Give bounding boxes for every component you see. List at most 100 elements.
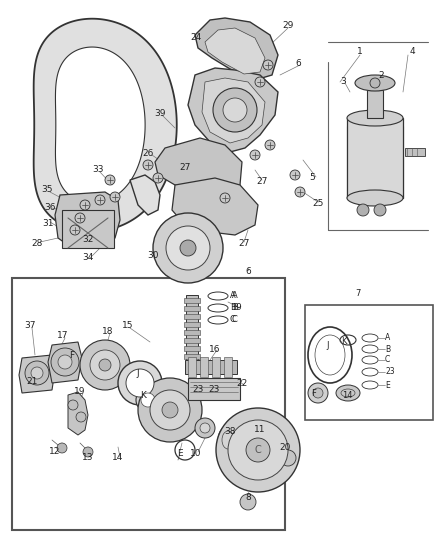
Text: 27: 27 [179,163,191,172]
Circle shape [57,443,67,453]
Bar [62,210,114,248]
Circle shape [141,393,155,407]
Ellipse shape [218,426,238,454]
Circle shape [31,367,43,379]
Text: 16: 16 [209,345,221,354]
Text: 33: 33 [92,166,104,174]
Circle shape [370,78,380,88]
Circle shape [118,361,162,405]
Text: 10: 10 [190,448,202,457]
Ellipse shape [347,110,403,126]
Text: 18: 18 [102,327,114,335]
Text: A: A [230,292,236,301]
Circle shape [250,150,260,160]
Circle shape [95,195,105,205]
Bar [200,357,208,377]
Text: 7: 7 [355,288,360,297]
Circle shape [263,60,273,70]
Circle shape [240,494,256,510]
Circle shape [105,175,115,185]
Bar [185,360,237,374]
Circle shape [265,140,275,150]
Polygon shape [188,68,278,152]
Text: 14: 14 [342,391,352,400]
Text: 6: 6 [295,59,301,68]
Bar [184,338,200,343]
Text: 26: 26 [142,149,154,157]
Bar [184,346,200,351]
Circle shape [162,402,178,418]
Text: 24: 24 [191,33,201,42]
Circle shape [213,88,257,132]
Bar [367,90,383,118]
Text: A: A [385,334,390,343]
Bar [347,118,403,198]
Circle shape [136,388,160,412]
Circle shape [195,418,215,438]
Bar [184,306,200,311]
Circle shape [200,423,210,433]
Circle shape [68,400,78,410]
Text: 14: 14 [112,454,124,463]
Circle shape [223,98,247,122]
Circle shape [150,390,190,430]
Polygon shape [205,28,265,74]
Text: 9: 9 [235,303,241,311]
Circle shape [70,225,80,235]
Polygon shape [48,342,82,383]
Text: A: A [232,292,238,301]
Circle shape [138,378,202,442]
Text: 37: 37 [24,321,36,330]
Polygon shape [55,192,120,248]
Circle shape [374,204,386,216]
Bar [184,298,200,303]
Text: 4: 4 [409,47,415,56]
Text: 21: 21 [26,377,38,386]
Circle shape [255,77,265,87]
Polygon shape [155,138,242,195]
Circle shape [308,383,328,403]
Text: K: K [140,391,146,400]
Polygon shape [202,78,265,143]
Circle shape [25,361,49,385]
Polygon shape [195,18,278,80]
Circle shape [153,173,163,183]
Text: 15: 15 [122,321,134,330]
Text: 39: 39 [154,109,166,117]
Ellipse shape [347,190,403,206]
Text: 22: 22 [237,379,247,389]
Bar [224,357,232,377]
Circle shape [313,388,323,398]
Circle shape [80,200,90,210]
Text: 2: 2 [378,71,384,80]
Circle shape [246,438,270,462]
Bar [188,357,196,377]
Text: 6: 6 [245,268,251,277]
Text: B: B [232,303,238,312]
Text: 32: 32 [82,236,94,245]
Polygon shape [56,47,145,203]
Ellipse shape [355,75,395,91]
Polygon shape [172,178,258,235]
Text: 23: 23 [385,367,395,376]
Circle shape [357,204,369,216]
Circle shape [80,340,130,390]
Text: 23: 23 [208,384,220,393]
Circle shape [143,160,153,170]
Circle shape [76,412,86,422]
Circle shape [280,450,296,466]
Bar [184,354,200,359]
Text: 35: 35 [41,185,53,195]
Text: F: F [70,351,74,360]
Circle shape [216,408,300,492]
Text: 20: 20 [279,442,291,451]
Bar [405,148,425,156]
Circle shape [228,420,288,480]
Text: 25: 25 [312,198,324,207]
Text: 11: 11 [254,425,266,434]
Text: B: B [230,303,236,312]
Bar [12,278,285,530]
Text: 28: 28 [31,238,42,247]
Text: 17: 17 [57,332,69,341]
Text: J: J [137,369,139,378]
